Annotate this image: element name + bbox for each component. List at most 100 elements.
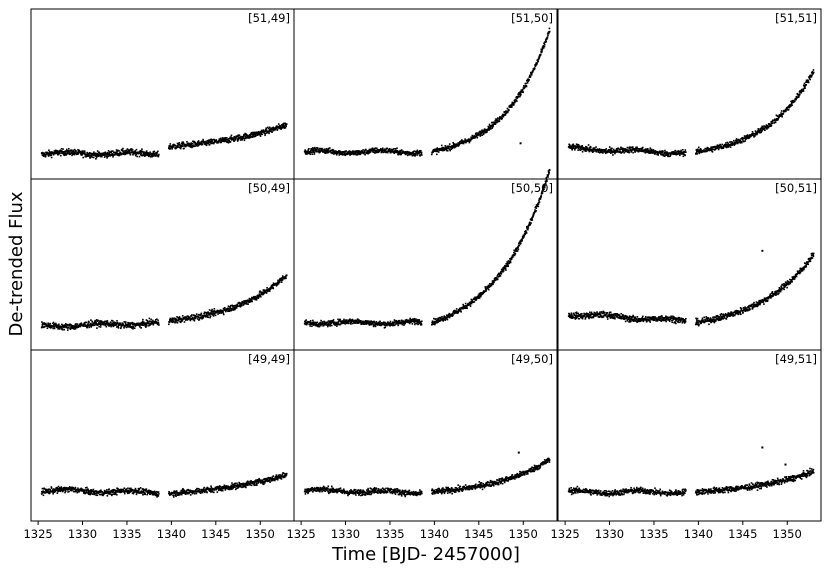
data-point [145, 319, 148, 321]
data-point [654, 153, 656, 155]
data-point [356, 152, 358, 155]
data-point [56, 324, 59, 327]
data-point [464, 140, 467, 143]
data-point [397, 319, 400, 322]
data-point [248, 136, 251, 139]
data-point [249, 301, 251, 303]
data-point [61, 328, 63, 330]
data-point [589, 150, 591, 153]
data-point [52, 153, 55, 156]
data-point [421, 154, 423, 156]
data-point [401, 152, 403, 155]
data-point [418, 152, 420, 155]
data-point [363, 151, 366, 154]
data-point [152, 323, 155, 326]
data-point [327, 320, 330, 322]
data-point [389, 150, 391, 153]
data-point [207, 142, 210, 145]
data-point [67, 324, 69, 326]
data-point [259, 294, 261, 296]
data-point [399, 150, 401, 153]
data-point [710, 146, 713, 149]
data-point [581, 150, 584, 153]
data-point [173, 317, 176, 320]
data-point [228, 309, 231, 312]
data-point [536, 205, 538, 207]
data-point [124, 150, 127, 152]
data-point [647, 149, 650, 152]
data-point [496, 275, 499, 277]
data-point [309, 152, 311, 155]
data-point [538, 199, 540, 202]
data-point [247, 134, 249, 137]
data-point [543, 42, 546, 45]
data-point [466, 307, 468, 310]
data-point [526, 226, 528, 228]
data-point [364, 150, 366, 152]
data-point [620, 312, 622, 315]
data-point [343, 153, 346, 156]
data-point [141, 324, 144, 326]
data-point [525, 230, 527, 232]
data-point [625, 150, 628, 153]
data-point [343, 321, 346, 324]
data-point [598, 316, 601, 318]
data-point [381, 147, 384, 150]
data-point [615, 149, 617, 151]
data-point [631, 149, 633, 151]
data-point [113, 324, 115, 326]
data-point [799, 90, 802, 92]
data-point [97, 319, 99, 322]
data-point [404, 322, 406, 325]
data-point [157, 319, 159, 322]
data-point [109, 155, 111, 157]
data-point [479, 134, 482, 136]
data-point [282, 125, 285, 127]
data-point [46, 325, 49, 328]
data-point [280, 128, 283, 130]
data-point [582, 148, 585, 150]
data-point [110, 151, 113, 154]
data-point [225, 138, 228, 141]
data-point [514, 100, 517, 103]
data-point [635, 149, 638, 151]
data-point [131, 323, 134, 326]
data-point [280, 124, 283, 126]
data-point [495, 118, 497, 120]
data-point [55, 322, 57, 325]
data-point [436, 319, 439, 322]
data-point [140, 327, 142, 329]
data-point [176, 145, 178, 147]
data-point [481, 134, 484, 137]
data-point [154, 320, 156, 323]
data-point [189, 319, 192, 322]
data-point [45, 322, 47, 325]
data-point [785, 108, 788, 111]
data-point [146, 153, 148, 155]
data-point [75, 326, 78, 329]
data-point [507, 264, 509, 267]
data-point [516, 100, 518, 102]
data-point [272, 282, 275, 285]
data-point [417, 323, 419, 326]
data-point [72, 149, 75, 152]
data-point [603, 311, 606, 314]
data-point [47, 154, 49, 156]
data-point [271, 284, 274, 286]
data-point [482, 132, 485, 135]
data-point [444, 148, 447, 151]
data-point [280, 278, 283, 280]
data-point [376, 147, 378, 150]
data-point [436, 321, 439, 323]
data-point [271, 131, 273, 133]
data-point [266, 132, 268, 134]
data-point [377, 148, 379, 151]
data-point [90, 324, 93, 327]
data-point [488, 282, 491, 285]
data-point [311, 323, 314, 325]
data-point [506, 261, 508, 263]
data-point [446, 147, 449, 149]
data-point [520, 242, 522, 244]
data-point [486, 285, 489, 288]
data-point [324, 152, 327, 155]
